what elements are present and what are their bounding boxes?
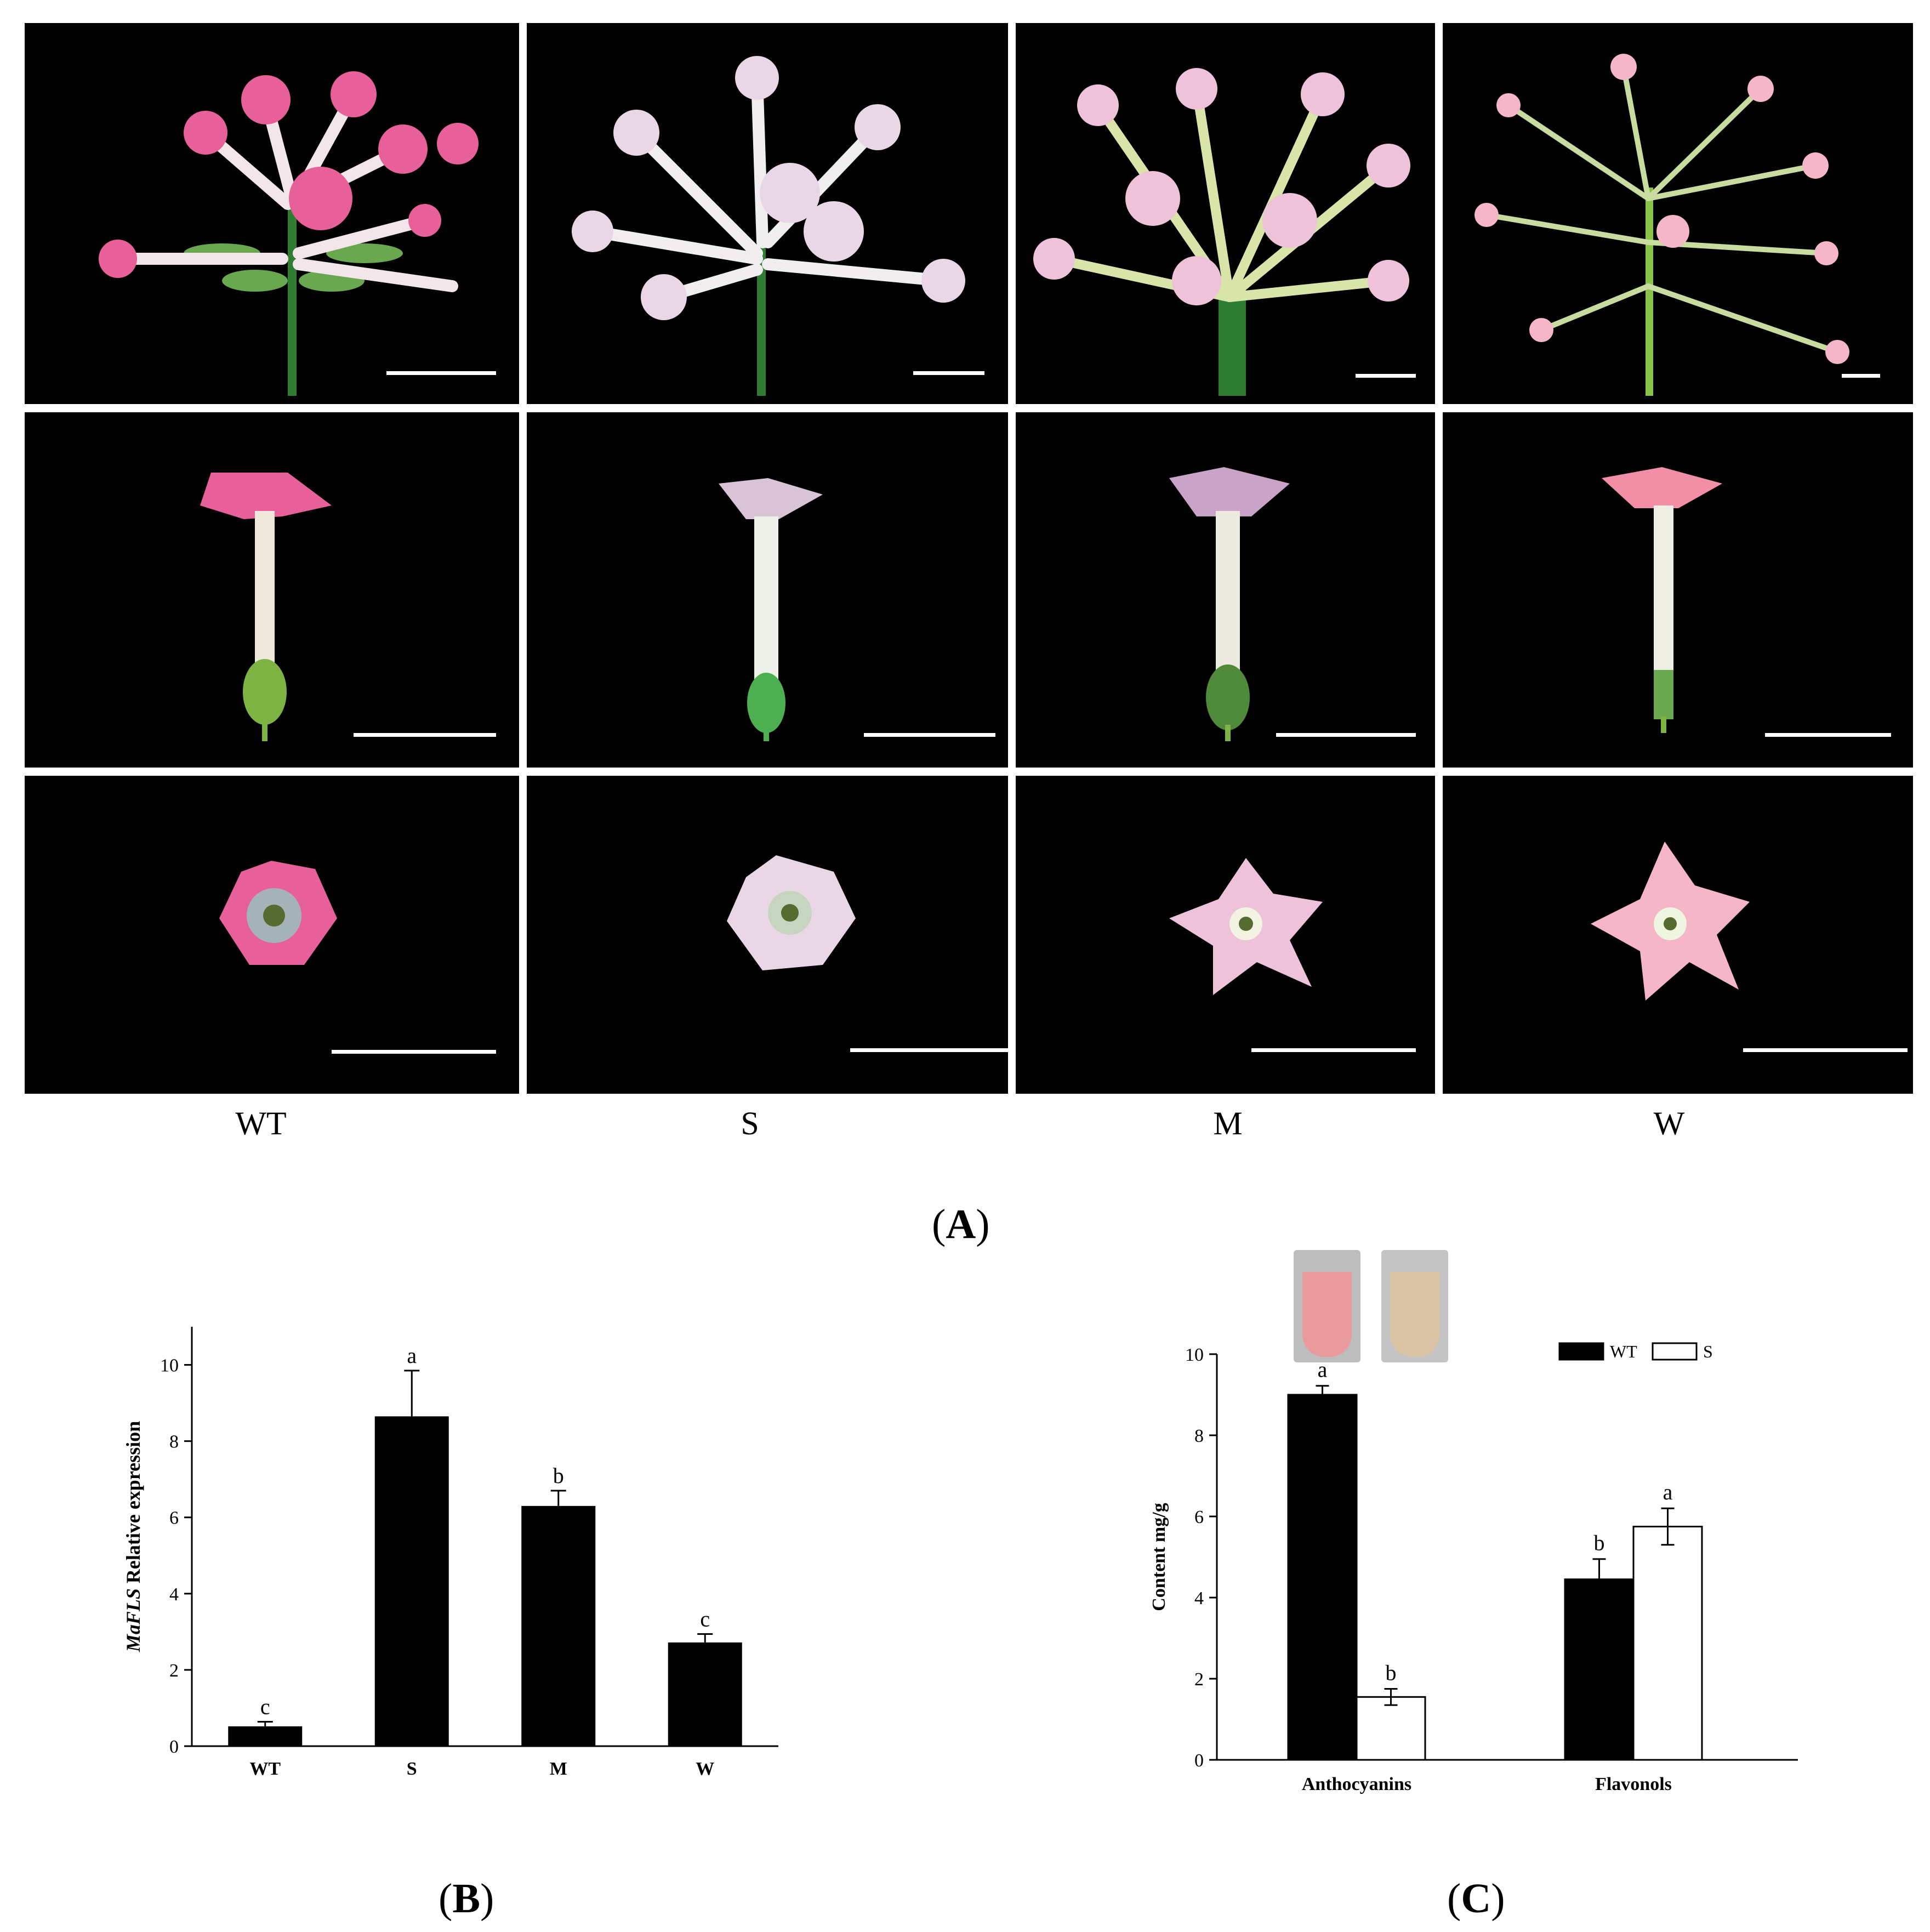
legend-label-s: S (1703, 1342, 1713, 1361)
flower-illustration (727, 855, 856, 970)
scale-bar (1356, 374, 1416, 378)
scale-bar (386, 371, 496, 375)
legend-label-wt: WT (1610, 1342, 1637, 1361)
panel-a-photo-grid (25, 23, 1913, 1094)
photo-s-flower-side (527, 412, 1008, 768)
flower-illustration (1169, 858, 1323, 995)
column-label-wt: WT (235, 1105, 287, 1141)
flower-illustration (1474, 54, 1849, 396)
panel-b-label: (B) (439, 1876, 494, 1922)
scale-bar (864, 733, 995, 737)
photo-m-flower-top (1016, 776, 1435, 1094)
significance-letter: b (1386, 1661, 1397, 1685)
significance-letter: c (700, 1607, 710, 1632)
panel-b-letter: B (452, 1876, 481, 1922)
y-tick-label: 4 (169, 1584, 179, 1605)
bar-w (668, 1642, 742, 1746)
flower-illustration (99, 71, 479, 396)
significance-letter: a (1663, 1480, 1673, 1504)
x-tick-label: Anthocyanins (1302, 1774, 1411, 1794)
photo-wt-flower-top (25, 776, 519, 1094)
scale-bar (1842, 374, 1880, 378)
y-tick-label: 8 (169, 1432, 179, 1452)
scale-bar (354, 733, 496, 737)
photo-m-inflorescence (1016, 23, 1435, 404)
photo-wt-inflorescence (25, 23, 519, 404)
photo-wt-flower-side (25, 412, 519, 768)
y-tick-label: 2 (169, 1661, 179, 1681)
bar-s (374, 1416, 449, 1746)
panel-a-letter: A (946, 1201, 976, 1247)
bar-anthocyanins-wt (1287, 1394, 1358, 1761)
panel-c-label: (C) (1447, 1876, 1505, 1922)
significance-letter: b (1594, 1531, 1605, 1555)
column-label-s: S (741, 1105, 759, 1141)
y-tick-label: 0 (1194, 1751, 1204, 1771)
scale-bar (1276, 733, 1416, 737)
scale-bar (1743, 1048, 1908, 1052)
flower-illustration (200, 473, 332, 741)
chart-b-relative-expression: 0 2 4 6 8 10 c WT a Sb Mc W MaFLS Relative expressio… (122, 1327, 778, 1779)
tube-liquid (1302, 1272, 1352, 1357)
y-tick-label: 8 (1194, 1426, 1204, 1446)
bar-anthocyanins-s (1356, 1696, 1426, 1761)
panel-c-letter: C (1461, 1876, 1491, 1922)
y-tick-label: 0 (169, 1737, 179, 1757)
y-tick-label: 6 (169, 1508, 179, 1528)
column-label-m: M (1213, 1105, 1243, 1141)
photo-s-flower-top (527, 776, 1008, 1094)
bar-flavonols-wt (1564, 1578, 1635, 1761)
flower-illustration (219, 861, 337, 965)
photo-w-flower-top (1443, 776, 1913, 1094)
anthocyanin-tube-photo-s (1381, 1250, 1448, 1362)
legend-swatch-s (1652, 1342, 1698, 1361)
scale-bar (1765, 733, 1891, 737)
legend-swatch-wt (1558, 1342, 1604, 1361)
y-axis-label: MaFLS Relative expression (122, 1421, 144, 1652)
column-label-w: W (1653, 1105, 1685, 1141)
bar-wt (228, 1726, 303, 1746)
y-tick-label: 6 (1194, 1507, 1204, 1527)
x-tick-label: S (407, 1759, 417, 1779)
scale-bar (1251, 1048, 1416, 1052)
flower-illustration (1591, 842, 1750, 1001)
significance-letter: a (1318, 1357, 1328, 1382)
y-tick-label: 2 (1194, 1669, 1204, 1690)
flower-illustration (719, 478, 823, 741)
significance-letter: b (553, 1463, 564, 1488)
tube-liquid (1390, 1272, 1439, 1357)
y-tick-label: 4 (1194, 1588, 1204, 1609)
x-tick-label: WT (249, 1759, 281, 1779)
photo-w-flower-side (1443, 412, 1913, 768)
flower-illustration (1169, 467, 1290, 741)
scale-bar (913, 371, 984, 375)
x-tick-label: Flavonols (1595, 1774, 1672, 1794)
significance-letter: a (407, 1343, 417, 1368)
significance-letter: c (260, 1694, 270, 1719)
x-tick-label: W (696, 1759, 714, 1779)
y-tick-label: 10 (1185, 1345, 1204, 1365)
flower-illustration (1033, 68, 1410, 396)
bar-m (521, 1505, 596, 1746)
flower-illustration (1602, 467, 1722, 733)
anthocyanin-tube-photo-wt (1294, 1250, 1360, 1362)
y-axis-label: Content mg/g (1149, 1503, 1169, 1611)
scale-bar (332, 1050, 496, 1054)
photo-m-flower-side (1016, 412, 1435, 768)
photo-w-inflorescence (1443, 23, 1913, 404)
flower-illustration (572, 56, 965, 396)
y-axis-label-rest: Relative expression (122, 1421, 144, 1588)
bar-flavonols-s (1632, 1526, 1703, 1761)
scale-bar (850, 1048, 1008, 1052)
chart-c-content: 0 2 4 6 8 10 a b Anthocyanins b a Flavonols Content … (1149, 1342, 1798, 1794)
x-tick-label: M (550, 1759, 567, 1779)
y-axis-label-gene: MaFLS (122, 1588, 144, 1652)
panel-a-label: (A) (932, 1201, 990, 1247)
y-tick-label: 10 (160, 1356, 179, 1376)
photo-s-inflorescence (527, 23, 1008, 404)
